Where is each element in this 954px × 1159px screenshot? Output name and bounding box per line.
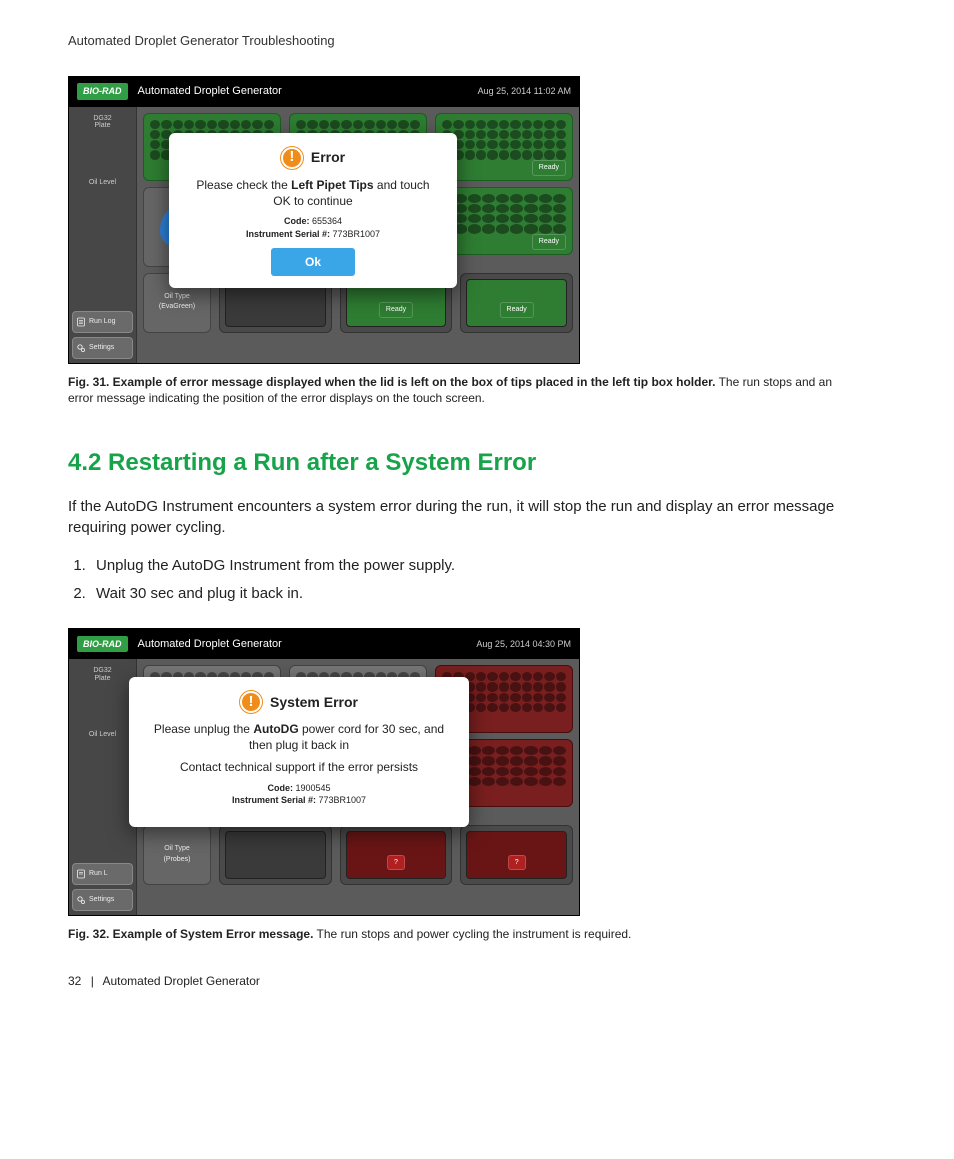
steps-list: Unplug the AutoDG Instrument from the po… [90,553,886,606]
figure-31-caption: Fig. 31. Example of error message displa… [68,374,848,408]
app-header: BIO-RAD Automated Droplet Generator Aug … [69,77,579,107]
oil-type-label: Oil Type [144,292,210,303]
brand-logo: BIO-RAD [77,83,128,99]
error-badge: ? [387,855,405,870]
sidebar-label-dg32: DG32 Plate [72,111,133,134]
run-log-label: Run Log [89,317,115,326]
system-error-dialog: ! System Error Please unplug the AutoDG … [129,677,469,827]
footer-page-number: 32 [68,974,81,988]
gear-icon [76,895,86,905]
tip-box-right[interactable]: ? [460,825,573,885]
tip-box-mid[interactable]: ? [340,825,453,885]
error-badge: ? [508,855,526,870]
app-timestamp: Aug 25, 2014 11:02 AM [478,85,571,97]
step-item: Unplug the AutoDG Instrument from the po… [90,553,886,579]
run-log-button[interactable]: Run Log [72,311,133,333]
figure-32-caption: Fig. 32. Example of System Error message… [68,926,848,943]
app-title: Automated Droplet Generator [138,84,282,99]
ready-badge: Ready [532,160,566,175]
figure-32-screenshot: BIO-RAD Automated Droplet Generator Aug … [68,628,580,916]
tip-box-right[interactable]: Ready [460,273,573,333]
sidebar-label-oil: Oil Level [72,690,133,739]
error-dialog-meta: Code: 655364 Instrument Serial #: 773BR1… [187,215,439,240]
oil-type-value: (EvaGreen) [144,302,210,313]
settings-label: Settings [89,895,114,904]
tip-box-left[interactable] [219,825,332,885]
system-error-meta: Code: 1900545 Instrument Serial #: 773BR… [147,782,451,807]
footer-title: Automated Droplet Generator [103,974,260,988]
sidebar: DG32 Plate Oil Level Run L Settings [69,659,137,915]
ok-button[interactable]: Ok [271,248,355,276]
clipboard-icon [76,317,86,327]
gear-icon [76,343,86,353]
step-item: Wait 30 sec and plug it back in. [90,581,886,607]
run-log-button[interactable]: Run L [72,863,133,885]
system-error-line2: Contact technical support if the error p… [147,759,451,775]
oil-type-label: Oil Type [144,844,210,855]
settings-button[interactable]: Settings [72,337,133,359]
sidebar: DG32 Plate Oil Level Run Log Settings [69,107,137,363]
ready-badge: Ready [379,302,413,317]
app-timestamp: Aug 25, 2014 04:30 PM [476,638,571,650]
ready-badge: Ready [500,302,534,317]
brand-logo: BIO-RAD [77,636,128,652]
app-title: Automated Droplet Generator [138,637,282,652]
sidebar-label-oil: Oil Level [72,138,133,187]
sidebar-label-dg32: DG32 Plate [72,663,133,686]
page-footer: 32 | Automated Droplet Generator [68,973,886,989]
oil-type-value: (Probes) [144,855,210,866]
ready-badge: Ready [532,234,566,249]
error-dialog-title: Error [311,148,345,167]
error-dialog: ! Error Please check the Left Pipet Tips… [169,133,457,289]
settings-label: Settings [89,343,114,352]
figure-31-screenshot: BIO-RAD Automated Droplet Generator Aug … [68,76,580,364]
system-error-line1: Please unplug the AutoDG power cord for … [147,721,451,753]
app-header: BIO-RAD Automated Droplet Generator Aug … [69,629,579,659]
error-dialog-message: Please check the Left Pipet Tips and tou… [187,177,439,209]
run-log-label: Run L [89,869,108,878]
warning-icon: ! [281,147,303,169]
clipboard-icon [76,869,86,879]
settings-button[interactable]: Settings [72,889,133,911]
section-intro: If the AutoDG Instrument encounters a sy… [68,496,878,540]
section-heading: 4.2 Restarting a Run after a System Erro… [68,447,886,479]
system-error-title: System Error [270,693,358,712]
oil-type-panel[interactable]: Oil Type (Probes) [143,825,211,885]
page-header-crumb: Automated Droplet Generator Troubleshoot… [68,32,886,50]
warning-icon: ! [240,691,262,713]
